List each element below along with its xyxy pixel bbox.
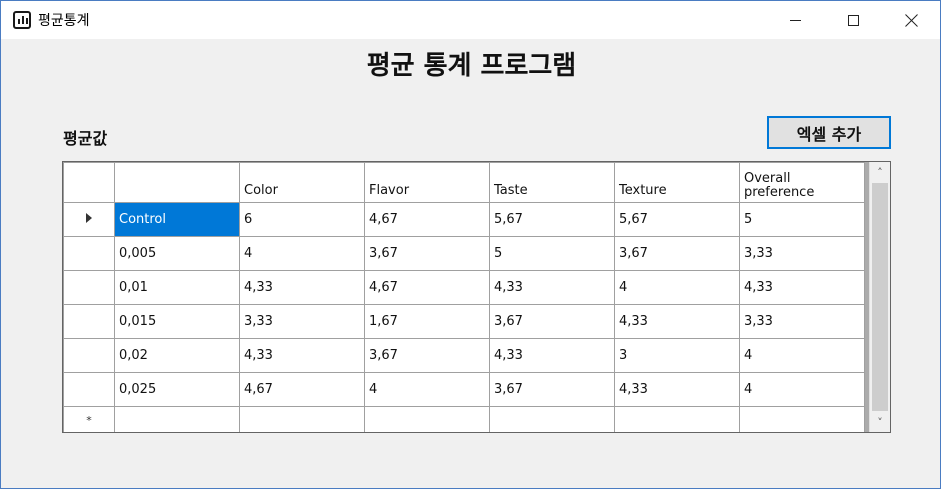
table-cell[interactable] — [239, 406, 365, 432]
window-title: 평균통계 — [38, 13, 90, 29]
table-cell[interactable]: 1,67 — [364, 304, 490, 339]
table-row[interactable]: 0,015 3,33 1,67 3,67 4,33 3,33 — [63, 304, 865, 339]
table-row[interactable]: 0,01 4,33 4,67 4,33 4 4,33 — [63, 270, 865, 305]
column-header-color[interactable]: Color — [239, 162, 365, 203]
table-cell[interactable]: 3,67 — [364, 236, 490, 271]
table-row[interactable]: 0,025 4,67 4 3,67 4,33 4 — [63, 372, 865, 407]
chevron-up-icon[interactable]: ˄ — [877, 165, 883, 179]
triangle-right-icon — [86, 213, 92, 223]
table-cell[interactable]: 3,67 — [489, 304, 615, 339]
column-header-texture[interactable]: Texture — [614, 162, 740, 203]
vertical-scrollbar[interactable]: ˄ ˅ — [869, 162, 890, 432]
table-cell[interactable]: 0,005 — [114, 236, 240, 271]
table-cell[interactable] — [364, 406, 490, 432]
row-header[interactable] — [63, 236, 115, 271]
table-cell[interactable]: 3,33 — [739, 236, 865, 271]
table-cell[interactable]: 4,33 — [739, 270, 865, 305]
new-row[interactable]: * — [63, 406, 865, 432]
table-cell[interactable]: 4,33 — [614, 372, 740, 407]
table-cell[interactable]: 0,02 — [114, 338, 240, 373]
chart-icon — [13, 11, 31, 29]
row-header-new[interactable]: * — [63, 406, 115, 432]
table-cell[interactable]: 3 — [614, 338, 740, 373]
row-header[interactable] — [63, 304, 115, 339]
table-cell[interactable]: 4,33 — [239, 270, 365, 305]
table-row[interactable]: 0,02 4,33 3,67 4,33 3 4 — [63, 338, 865, 373]
table-cell[interactable]: 5,67 — [614, 202, 740, 237]
table-cell[interactable]: 4,33 — [614, 304, 740, 339]
table-cell[interactable]: 3,33 — [239, 304, 365, 339]
table-cell[interactable]: 4,67 — [364, 270, 490, 305]
maximize-button[interactable] — [824, 1, 882, 39]
title-bar[interactable]: 평균통계 — [1, 1, 940, 39]
table-cell[interactable]: 4,67 — [364, 202, 490, 237]
table-cell[interactable]: 4,33 — [239, 338, 365, 373]
table-cell[interactable]: 4 — [239, 236, 365, 271]
table-cell[interactable]: 4,33 — [489, 338, 615, 373]
table-cell[interactable]: 3,67 — [364, 338, 490, 373]
data-grid[interactable]: Color Flavor Taste Texture Overall prefe… — [62, 161, 891, 433]
table-cell[interactable]: 5,67 — [489, 202, 615, 237]
column-header-taste[interactable]: Taste — [489, 162, 615, 203]
table-cell[interactable]: 3,33 — [739, 304, 865, 339]
header-row: Color Flavor Taste Texture Overall prefe… — [63, 162, 865, 203]
row-header[interactable] — [63, 270, 115, 305]
column-header-overall-preference[interactable]: Overall preference — [739, 162, 865, 203]
corner-header-cell[interactable] — [63, 162, 115, 203]
row-header-current[interactable] — [63, 202, 115, 237]
table-cell[interactable]: 3,67 — [614, 236, 740, 271]
table-cell[interactable]: 4,33 — [489, 270, 615, 305]
table-cell[interactable]: 4 — [614, 270, 740, 305]
new-row-marker: * — [86, 414, 92, 427]
table-cell[interactable] — [114, 406, 240, 432]
grid-table: Color Flavor Taste Texture Overall prefe… — [63, 162, 865, 432]
table-cell[interactable]: 5 — [739, 202, 865, 237]
row-header[interactable] — [63, 372, 115, 407]
column-header-flavor[interactable]: Flavor — [364, 162, 490, 203]
row-header[interactable] — [63, 338, 115, 373]
table-cell[interactable]: 0,025 — [114, 372, 240, 407]
table-row[interactable]: 0,005 4 3,67 5 3,67 3,33 — [63, 236, 865, 271]
add-excel-button[interactable]: 엑셀 추가 — [767, 116, 891, 149]
table-cell[interactable]: 0,01 — [114, 270, 240, 305]
section-label: 평균값 — [63, 129, 108, 148]
table-cell[interactable]: 6 — [239, 202, 365, 237]
table-cell[interactable]: 4 — [739, 372, 865, 407]
table-cell[interactable]: 4 — [364, 372, 490, 407]
page-title: 평균 통계 프로그램 — [366, 51, 577, 81]
close-icon — [905, 14, 918, 27]
table-cell[interactable]: 4,67 — [239, 372, 365, 407]
table-cell[interactable]: 0,015 — [114, 304, 240, 339]
table-cell[interactable]: Control — [114, 202, 240, 237]
table-cell[interactable]: 5 — [489, 236, 615, 271]
table-cell[interactable] — [614, 406, 740, 432]
minimize-icon — [789, 19, 801, 21]
table-row[interactable]: Control 6 4,67 5,67 5,67 5 — [63, 202, 865, 237]
maximize-icon — [847, 14, 859, 26]
minimize-button[interactable] — [766, 1, 824, 39]
table-cell[interactable] — [489, 406, 615, 432]
table-cell[interactable]: 3,67 — [489, 372, 615, 407]
chevron-down-icon[interactable]: ˅ — [877, 415, 883, 429]
table-cell[interactable]: 4 — [739, 338, 865, 373]
close-button[interactable] — [882, 1, 940, 39]
column-header-label[interactable] — [114, 162, 240, 203]
table-cell[interactable] — [739, 406, 865, 432]
scrollbar-thumb[interactable] — [872, 183, 888, 411]
